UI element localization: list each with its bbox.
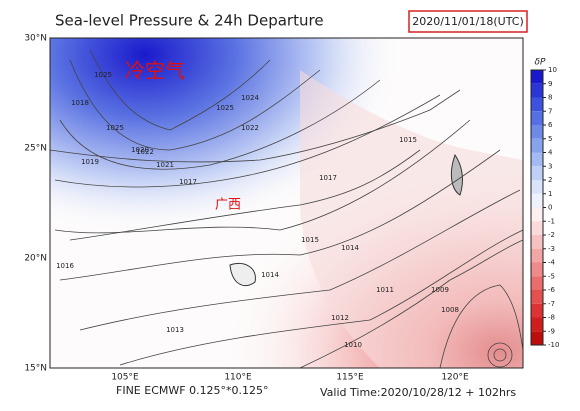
latitude-label: 20°N [24,254,47,264]
colorbar-tick-label: 10 [548,66,557,74]
isobar-label: 1022 [136,148,154,156]
colorbar-cell [531,303,543,318]
isobar-label: 1020 [131,146,149,154]
isobar-label: 1022 [241,124,259,132]
isobar-label: 1010 [344,341,362,349]
colorbar-tick-label: 7 [548,107,552,115]
colorbar-tick-label: 8 [548,94,552,102]
isobar-label: 1016 [56,262,74,270]
isobar-label: 1025 [216,104,234,112]
colorbar-cell [531,276,543,290]
isobar-label: 1018 [71,99,89,107]
date: 2020/11/01/18(UTC) [412,15,524,28]
colorbar-tick-label: -9 [548,327,555,335]
date-box [408,10,528,33]
isobar-label: 1013 [166,326,184,334]
colorbar-cell [531,221,543,235]
colorbar-cell [531,290,543,304]
colorbar-label: δP [535,58,547,68]
hainan [229,263,256,287]
longitude-label: 105°E [111,373,139,383]
colorbar-tick-label: 3 [548,162,552,170]
colorbar-cell [531,180,543,194]
isobar-label: 1024 [241,94,259,102]
coastline [49,89,461,241]
map [49,37,524,369]
colorbar-cell [531,97,543,112]
title: Sea-level Pressure & 24h Departure [55,12,324,30]
isobar-label: 1025 [94,71,112,79]
footer-left: FINE ECMWF 0.125°*0.125° [116,384,269,397]
labels: 30°N 25°N 20°N 15°N 105°E 110°E 115°E 120°E 冷空气广… [24,34,559,383]
colorbar-tick-label: -4 [548,259,556,267]
colorbar-cell [531,193,543,208]
colorbar-tick-label: 2 [548,176,552,184]
colorbar-tick-label: -6 [548,286,556,294]
isobars [54,49,524,369]
annotation: 冷空气 [125,59,185,83]
isobar-label: 1009 [431,286,449,294]
isobar-label: 1015 [301,236,319,244]
taiwan [450,153,463,196]
colorbar-cell [531,331,543,345]
isobar-label: 1019 [81,158,99,166]
colorbar-tick-label: 1 [548,190,552,198]
colorbar-cell [531,70,543,84]
colorbar-cell [531,125,543,139]
colorbar-tick-label: 4 [548,149,553,157]
longitude-label: 115°E [336,373,364,383]
latitude-label: 25°N [24,144,47,154]
latitude-label: 30°N [24,34,47,44]
colorbar-tick-label: -3 [548,245,555,253]
isobar-label: 1014 [341,244,359,252]
isobar-label: 1012 [331,314,349,322]
colorbar-cell [531,111,543,125]
colorbar-cell [531,152,543,167]
colorbar-tick-label: -5 [548,272,555,280]
isobar-label: 1025 [106,124,124,132]
colorbar-tick-label: 0 [548,204,552,212]
map-frame [49,37,524,369]
isobar-label: 1008 [441,306,459,314]
colorbar-tick-label: -1 [548,217,555,225]
isobar-label: 1017 [319,174,337,182]
warm-sea [300,70,523,368]
isobar-label: 1021 [156,161,174,169]
isobar-label: 1015 [399,136,417,144]
footer-right: Valid Time:2020/10/28/12 + 102hrs [320,386,516,399]
colorbar-tick-label: 5 [548,135,552,143]
longitude-label: 110°E [224,373,252,383]
colorbar-cell [531,138,543,153]
colorbar-frame [530,69,544,346]
colorbar-tick-label: -7 [548,300,555,308]
colorbar-tick-label: -10 [548,341,559,349]
isobar-label: 1017 [179,178,197,186]
colorbar-cell [531,235,543,249]
colorbar-tick-label: 6 [548,121,553,129]
longitude-label: 120°E [441,373,469,383]
isobar-label: 1014 [261,271,279,279]
colorbar-cell [531,248,543,263]
latitude-label: 15°N [24,364,47,374]
isobar-label: 1011 [376,286,394,294]
annotation: 广西 [215,198,241,213]
colorbar-cell [531,166,543,180]
colorbar-cell [531,262,543,277]
colorbar-cell [531,83,543,98]
colorbar-tick-label: -2 [548,231,555,239]
colorbar-cell [531,207,543,222]
colorbar-tick-label: 9 [548,80,552,88]
colorbar-tick-label: -8 [548,314,555,322]
colorbar-cell [531,317,543,332]
